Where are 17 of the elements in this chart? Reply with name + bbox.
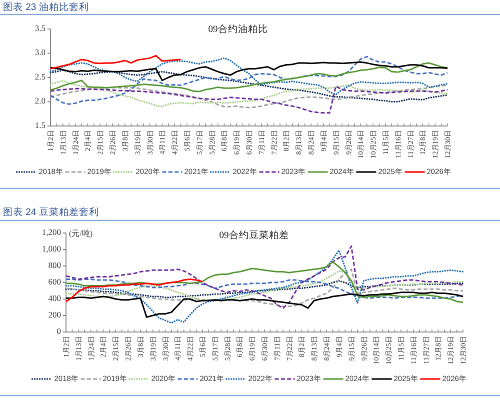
subtitle: 09合约豆菜粕差 <box>219 231 289 242</box>
title: 图表 24 豆菜粕差套利 <box>3 207 99 218</box>
ytick-label: 200 <box>48 309 61 320</box>
ytick-label: 1,000 <box>42 243 61 254</box>
subtitle: 09合约油粕比 <box>208 25 268 36</box>
ytick-label: 2.0 <box>34 96 46 106</box>
ytick-label: 600 <box>48 276 61 286</box>
ytick-label: 3.0 <box>34 47 46 58</box>
title: 图表 23 油粕比套利 <box>3 2 89 13</box>
ytick-label: 2.5 <box>34 71 46 82</box>
ylabel: (元/吨) <box>69 228 93 238</box>
ytick-label: 400 <box>48 292 61 303</box>
ytick-label: 800 <box>48 260 61 270</box>
ytick-label: 0 <box>56 326 61 336</box>
ytick-label: 3.5 <box>34 22 46 33</box>
ytick-label: 1,200 <box>42 226 61 237</box>
ytick-label: 1.5 <box>34 120 46 130</box>
